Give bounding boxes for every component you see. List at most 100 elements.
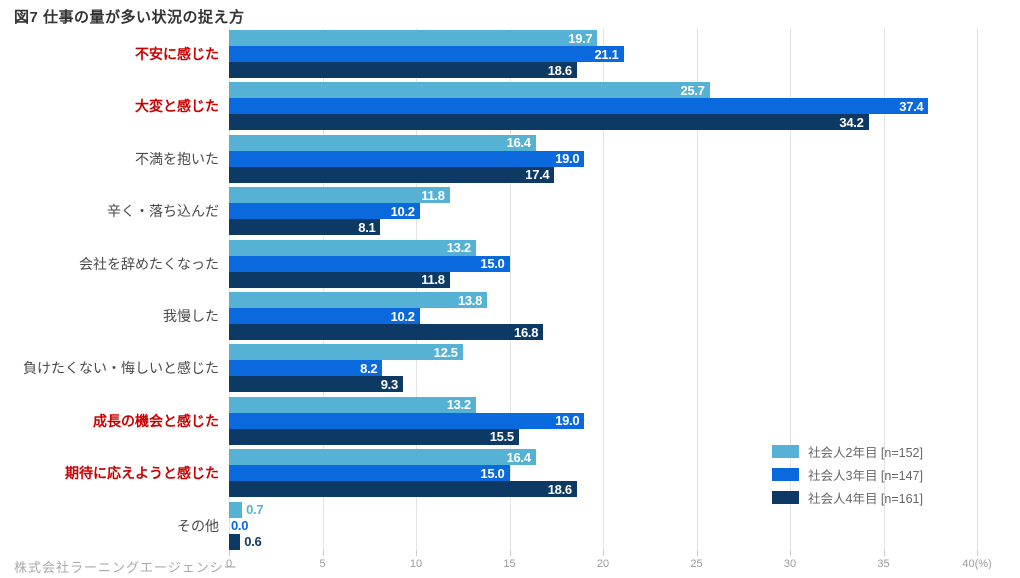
gridline	[322, 28, 324, 550]
bar-value-label: 0.7	[246, 502, 264, 518]
category-label: その他	[177, 517, 219, 534]
legend-row: 社会人2年目 [n=152]	[772, 440, 923, 463]
x-axis-tick	[416, 550, 417, 556]
chart-title: 図7 仕事の量が多い状況の捉え方	[14, 9, 245, 26]
gridline	[229, 28, 230, 550]
bar: 15.0	[229, 465, 510, 482]
bar-value-label: 15.5	[489, 429, 514, 445]
bar: 21.1	[229, 46, 624, 62]
bar-value-label: 10.2	[390, 308, 415, 324]
x-axis-tick	[883, 550, 885, 556]
legend-label: 社会人2年目 [n=152]	[808, 446, 923, 460]
bar: 17.4	[229, 166, 555, 183]
legend-row: 社会人4年目 [n=161]	[772, 486, 923, 509]
category-label: 不満を抱いた	[135, 150, 219, 167]
bar: 13.8	[229, 292, 488, 308]
x-axis-tick	[603, 550, 604, 556]
bar-value-label: 17.4	[525, 167, 550, 183]
bar: 19.0	[229, 412, 585, 429]
gridline	[883, 28, 885, 550]
bar: 16.4	[229, 449, 536, 466]
bar: 11.8	[229, 271, 450, 288]
x-tick-label: 15	[503, 558, 516, 570]
legend-swatch	[772, 445, 799, 458]
gridline	[416, 28, 417, 550]
category-label: 成長の機会と感じた	[93, 412, 219, 429]
category-label: 辛く・落ち込んだ	[107, 203, 219, 220]
bar-value-label: 9.3	[380, 376, 398, 392]
x-axis-tick	[696, 550, 698, 556]
category-label: 負けたくない・悔しいと感じた	[23, 360, 219, 377]
bar: 11.8	[229, 187, 450, 204]
bar: 10.2	[229, 308, 420, 324]
category-label: 不安に感じた	[135, 46, 219, 62]
bar-value-label: 11.8	[421, 272, 445, 288]
bar: 8.2	[229, 360, 383, 377]
category-label: 大変と感じた	[135, 98, 219, 115]
bar-value-label: 0.0	[231, 518, 249, 534]
bar-value-label: 10.2	[390, 203, 415, 219]
bar: 34.2	[229, 114, 869, 131]
bar: 13.2	[229, 239, 476, 256]
bar: 25.7	[229, 82, 710, 99]
bar: 19.7	[229, 30, 598, 46]
x-axis-tick	[790, 550, 791, 556]
gridline	[977, 28, 978, 550]
source-note: 株式会社ラーニングエージェンシー	[14, 560, 238, 575]
bar: 16.4	[229, 134, 536, 151]
legend: 社会人2年目 [n=152] 社会人3年目 [n=147] 社会人4年目 [n=16…	[772, 440, 923, 509]
bar-value-label: 19.0	[555, 413, 580, 429]
gridline	[509, 28, 511, 550]
bar-value-label: 21.1	[594, 46, 619, 62]
legend-label: 社会人4年目 [n=161]	[808, 492, 923, 506]
legend-label: 社会人3年目 [n=147]	[808, 469, 923, 483]
bar-value-label: 34.2	[839, 114, 864, 130]
x-tick-label: 0	[225, 558, 233, 570]
bar	[229, 533, 241, 550]
bar: 18.6	[229, 62, 577, 78]
x-axis-tick	[229, 550, 230, 556]
bar-value-label: 13.8	[457, 292, 483, 308]
legend-swatch	[772, 491, 799, 504]
x-tick-label: 35	[877, 558, 890, 570]
bar-value-label: 15.0	[480, 256, 505, 272]
bar: 19.0	[229, 150, 585, 167]
bar: 16.8	[229, 324, 544, 340]
gridline	[790, 28, 791, 550]
bar-value-label: 19.0	[555, 151, 580, 167]
bar-value-label: 16.8	[514, 324, 539, 340]
bar-value-label: 25.7	[680, 82, 705, 98]
bar-value-label: 11.8	[421, 187, 445, 203]
bar-value-label: 16.4	[506, 135, 531, 151]
category-label: 会社を辞めたくなった	[79, 255, 219, 272]
bar: 12.5	[229, 344, 463, 361]
bar-value-label: 15.0	[480, 465, 505, 481]
bar: 10.2	[229, 203, 420, 220]
gridline	[696, 28, 698, 550]
bar: 9.3	[229, 376, 403, 393]
category-label: 我慢した	[163, 308, 219, 324]
x-tick-label: 20	[596, 558, 610, 570]
bar: 15.0	[229, 255, 510, 272]
bar: 15.5	[229, 428, 519, 445]
x-axis-tick	[509, 550, 511, 556]
bar-value-label: 13.2	[446, 240, 471, 256]
bar-value-label: 18.6	[547, 62, 572, 78]
bar-value-label: 0.6	[244, 534, 262, 550]
bar: 18.6	[229, 481, 577, 498]
bar-value-label: 16.4	[506, 449, 531, 465]
x-tick-label: 40(%)	[962, 558, 992, 570]
x-tick-label: 25	[690, 558, 703, 570]
legend-row: 社会人3年目 [n=147]	[772, 463, 923, 486]
bar-value-label: 19.7	[568, 30, 593, 46]
legend-swatch	[772, 468, 799, 481]
bar	[229, 501, 243, 518]
bar-value-label: 37.4	[899, 98, 924, 114]
gridline	[603, 28, 604, 550]
bar-value-label: 12.5	[433, 344, 458, 360]
bar-value-label: 8.1	[358, 219, 376, 235]
bar-value-label: 8.2	[360, 360, 378, 376]
bar-value-label: 13.2	[446, 397, 471, 413]
